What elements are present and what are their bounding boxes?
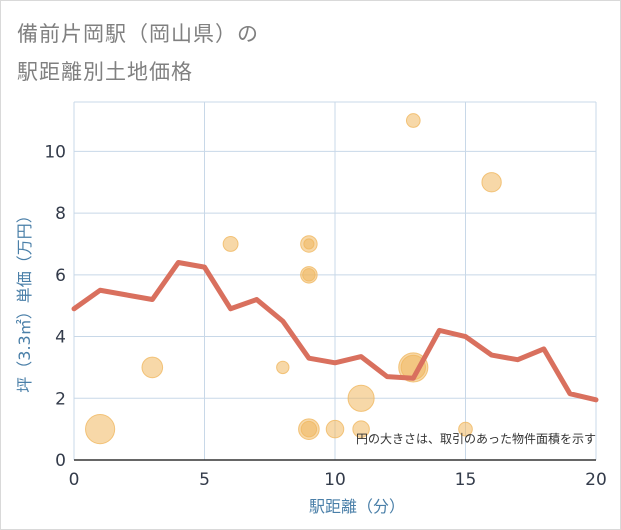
x-tick-label: 15	[455, 470, 477, 490]
x-tick-label: 0	[69, 470, 80, 490]
data-bubble	[303, 238, 315, 250]
grid-lines	[73, 101, 597, 461]
x-tick-label: 20	[585, 470, 607, 490]
chart-title-line2: 駅距離別土地価格	[17, 60, 193, 84]
y-tick-label: 8	[55, 204, 66, 224]
y-axis-label: 坪（3.3㎡）単価（万円）	[15, 207, 34, 392]
price-trend-line	[71, 259, 599, 403]
y-tick-label: 10	[44, 142, 66, 162]
data-bubble	[141, 356, 164, 379]
chart-title-line1: 備前片岡駅（岡山県）の	[17, 22, 259, 46]
data-bubble	[458, 421, 473, 437]
axis-ticks: 0 5 10 15 20 0 2 4 6 8 10	[44, 142, 606, 490]
y-tick-label: 0	[55, 451, 66, 471]
data-bubble	[85, 414, 116, 445]
data-bubble	[347, 384, 375, 412]
data-bubble	[300, 420, 318, 438]
data-bubble	[405, 113, 421, 128]
data-bubble	[325, 419, 345, 439]
y-tick-label: 2	[55, 389, 66, 409]
y-tick-label: 6	[55, 266, 66, 286]
data-bubble	[276, 360, 290, 375]
data-bubble	[352, 420, 370, 438]
x-tick-label: 10	[324, 470, 346, 490]
data-bubble	[481, 172, 502, 193]
data-bubble	[222, 236, 239, 252]
y-tick-label: 4	[55, 328, 66, 348]
x-tick-label: 5	[199, 470, 210, 490]
bubble-size-note: 円の大きさは、取引のあった物件面積を示す	[356, 431, 596, 446]
x-axis-label: 駅距離（分）	[309, 497, 405, 516]
bubble-series	[85, 113, 502, 445]
data-bubble	[302, 268, 316, 282]
trend-line-series	[71, 259, 599, 403]
